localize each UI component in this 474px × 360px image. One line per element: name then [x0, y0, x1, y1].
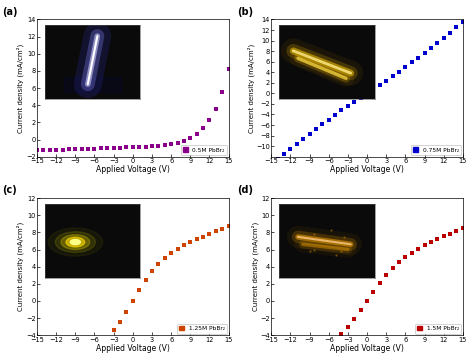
X-axis label: Applied Voltage (V): Applied Voltage (V)	[96, 166, 170, 175]
Legend: 1.5M PbBr₂: 1.5M PbBr₂	[415, 324, 461, 333]
Legend: 0.5M PbBr₂: 0.5M PbBr₂	[181, 145, 227, 155]
Text: (b): (b)	[237, 7, 253, 17]
Text: (d): (d)	[237, 185, 253, 195]
X-axis label: Applied Voltage (V): Applied Voltage (V)	[330, 344, 404, 353]
Text: (c): (c)	[2, 185, 17, 195]
Legend: 0.75M PbBr₂: 0.75M PbBr₂	[411, 145, 461, 155]
Text: (a): (a)	[2, 7, 18, 17]
Legend: 1.25M PbBr₂: 1.25M PbBr₂	[177, 324, 227, 333]
Y-axis label: Current density (mA/cm²): Current density (mA/cm²)	[17, 44, 25, 133]
Y-axis label: Current density (mA/cm²): Current density (mA/cm²)	[251, 222, 259, 311]
Y-axis label: Current density (mA/cm²): Current density (mA/cm²)	[17, 222, 25, 311]
Y-axis label: Current density (mA/cm²): Current density (mA/cm²)	[247, 44, 255, 133]
X-axis label: Applied Voltage (V): Applied Voltage (V)	[96, 344, 170, 353]
X-axis label: Applied Voltage (V): Applied Voltage (V)	[330, 166, 404, 175]
